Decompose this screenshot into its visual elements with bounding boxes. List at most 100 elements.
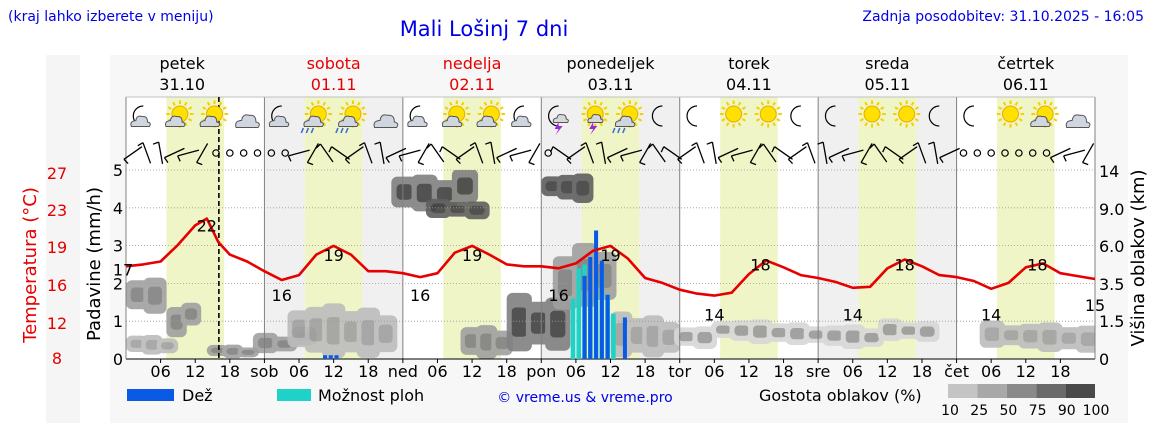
time-tick-label: sre	[806, 362, 830, 381]
sun-ray	[172, 101, 176, 106]
cloud-shape	[407, 115, 428, 127]
cloud-core	[808, 330, 824, 339]
cloud-patch	[166, 302, 202, 338]
cloud-density-step: 75	[1029, 403, 1047, 419]
wind-barb-feather	[841, 155, 846, 162]
sun-ray	[914, 106, 919, 110]
rain-drop	[622, 127, 626, 134]
wind-barb-shaft	[345, 146, 364, 160]
sun-ray	[1002, 122, 1007, 127]
wind-barb-feather	[1049, 157, 1055, 163]
sun-ray	[326, 106, 331, 110]
cloud-core	[1080, 332, 1095, 346]
cloud-core	[662, 329, 676, 346]
cloud-core	[827, 330, 842, 341]
sun-ray	[725, 122, 730, 127]
sun-cloud-rain-icon	[335, 100, 367, 134]
time-tick-label: čet	[944, 362, 969, 381]
wind-barb-icon	[639, 143, 652, 166]
cloud-shape	[235, 114, 260, 128]
wind-barb-icon	[1049, 147, 1071, 163]
wind-barb-shaft	[585, 142, 595, 164]
cloud-core	[361, 320, 376, 346]
sun-ray	[495, 122, 500, 127]
wind-barb-icon	[801, 142, 816, 164]
wind-calm-icon	[1015, 149, 1023, 157]
cloud-core	[734, 325, 750, 336]
cloud-core	[771, 328, 787, 338]
day-date: 01.11	[311, 75, 357, 94]
wind-barb-icon	[509, 149, 532, 162]
sun-ray	[894, 106, 899, 110]
sun-ray	[206, 101, 211, 106]
temperature-value-label: 14	[981, 306, 1001, 325]
sun-ray	[184, 122, 188, 127]
time-tick-label: 12	[323, 362, 343, 381]
cloud-shape	[511, 115, 532, 127]
cloud-core	[1061, 332, 1077, 344]
wind-barb-icon	[771, 146, 793, 160]
sun-ray	[218, 101, 223, 106]
sun-cloud-rain-icon	[612, 100, 644, 134]
sun-ray	[1032, 106, 1037, 110]
wind-barb-feather	[398, 155, 403, 162]
temperature-value-label: 18	[1027, 256, 1047, 275]
cloud-height-tick: 0	[1099, 350, 1109, 369]
cloud-core	[457, 177, 473, 195]
cloud-core	[378, 324, 393, 343]
sun-ray	[876, 122, 880, 127]
sun-ray	[737, 122, 742, 127]
sun-ray	[880, 106, 885, 110]
temperature-value-label: 17	[113, 260, 133, 279]
wind-barb-shaft	[884, 146, 904, 160]
sun-ray	[864, 101, 868, 106]
sun-ray	[587, 122, 592, 127]
wind-barb-icon	[928, 141, 939, 164]
time-tick-label: 06	[981, 362, 1001, 381]
location-hint[interactable]: (kraj lahko izberete v meniju)	[8, 9, 214, 25]
sun-disc	[759, 105, 777, 123]
cloud-shape	[476, 115, 497, 127]
day-name: četrtek	[997, 54, 1055, 73]
day-labels: petek 31.10 sobota 01.11 nedelja 02.11 ponedel…	[159, 54, 1055, 94]
wind-barb-icon	[496, 147, 517, 163]
cloud-core	[1042, 329, 1058, 345]
wind-barb-icon	[137, 142, 152, 164]
temperature-value-label: 18	[750, 256, 770, 275]
sun-ray	[460, 101, 465, 106]
cloud-core	[161, 342, 174, 350]
wind-barb-shaft	[873, 143, 888, 163]
time-tick-label: 12	[600, 362, 620, 381]
wind-barb-feather	[566, 158, 572, 165]
wind-barb-feather	[928, 141, 935, 145]
wind-calm-icon	[544, 149, 553, 157]
wind-calm-icon	[239, 149, 248, 157]
cloud-core	[130, 287, 145, 302]
temperature-tick: 19	[47, 238, 67, 257]
day-date: 05.11	[864, 75, 910, 94]
grid-lines	[125, 96, 1096, 360]
day-name: torek	[728, 54, 770, 73]
time-tick-label: ned	[388, 362, 418, 381]
sun-ray	[776, 106, 781, 110]
wind-barb-feather	[439, 146, 443, 153]
cloud-shape	[1065, 114, 1091, 128]
cloud-core	[430, 203, 447, 214]
sun-cloud-icon	[1030, 100, 1059, 128]
sun-ray	[622, 101, 626, 106]
temperature-value-label: 16	[410, 286, 430, 305]
wind-calm-icon	[987, 149, 995, 157]
sun-ray	[340, 106, 345, 110]
precipitation-tick: 5	[113, 161, 123, 180]
wind-barb-icon	[358, 142, 373, 164]
cloud-core	[1023, 330, 1039, 343]
shower-legend-label: Možnost ploh	[318, 386, 424, 405]
copyright-link[interactable]: © vreme.us & vreme.pro	[497, 390, 672, 406]
sun-ray	[460, 122, 465, 127]
time-tick-label: 06	[566, 362, 586, 381]
wind-barb-shaft	[306, 143, 319, 163]
sun-ray	[1014, 101, 1019, 106]
cloud-density-step: 50	[999, 403, 1017, 419]
rain-bar	[588, 256, 593, 359]
